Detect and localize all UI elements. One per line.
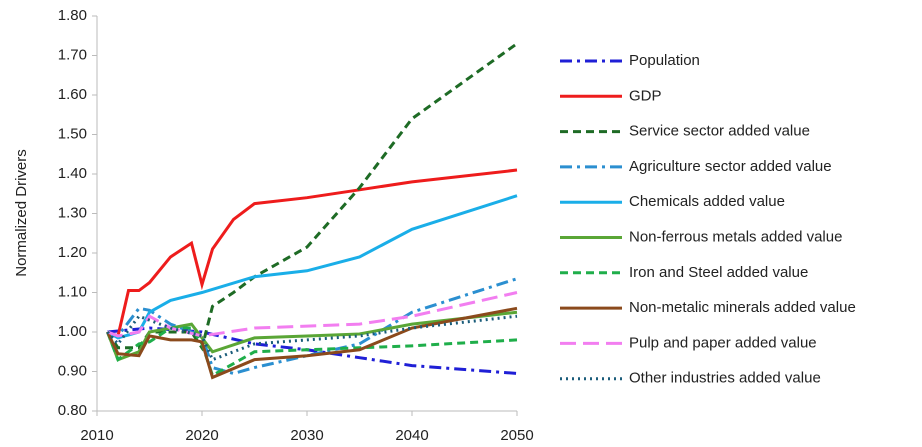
series-line [106,42,518,352]
y-tick-label: 1.50 [58,125,87,142]
series-line [106,291,518,338]
series-line [107,326,518,375]
series-line [106,306,518,380]
y-tick-label: 1.00 [58,323,87,340]
x-tick-label: 2020 [185,427,218,444]
legend-label: GDP [629,87,662,104]
y-tick-label: 1.80 [58,7,87,24]
y-tick-label: 0.80 [58,402,87,419]
x-tick-label: 2050 [500,427,533,444]
series-line [106,194,518,340]
legend-label: Other industries added value [629,370,821,387]
legend-label: Service sector added value [629,123,810,140]
series-line [106,168,518,338]
legend-label: Non-metalic minerals added value [629,299,856,316]
y-tick-label: 1.70 [58,46,87,63]
series-line [106,310,518,362]
legend-label: Non-ferrous metals added value [629,228,842,245]
legend-label: Pulp and paper added value [629,334,817,351]
legend-label: Population [629,52,700,69]
y-tick-label: 1.40 [58,165,87,182]
x-tick-label: 2010 [80,427,113,444]
legend-label: Agriculture sector added value [629,158,832,175]
y-tick-label: 1.20 [58,244,87,261]
y-axis-label: Normalized Drivers [13,149,30,277]
y-tick-label: 1.30 [58,204,87,221]
series-line [106,314,518,362]
legend-label: Iron and Steel added value [629,264,808,281]
x-tick-label: 2030 [290,427,323,444]
y-tick-label: 1.60 [58,86,87,103]
series-line [106,277,518,376]
y-tick-label: 1.10 [58,283,87,300]
legend-label: Chemicals added value [629,193,785,210]
x-tick-label: 2040 [395,427,428,444]
y-tick-label: 0.90 [58,362,87,379]
